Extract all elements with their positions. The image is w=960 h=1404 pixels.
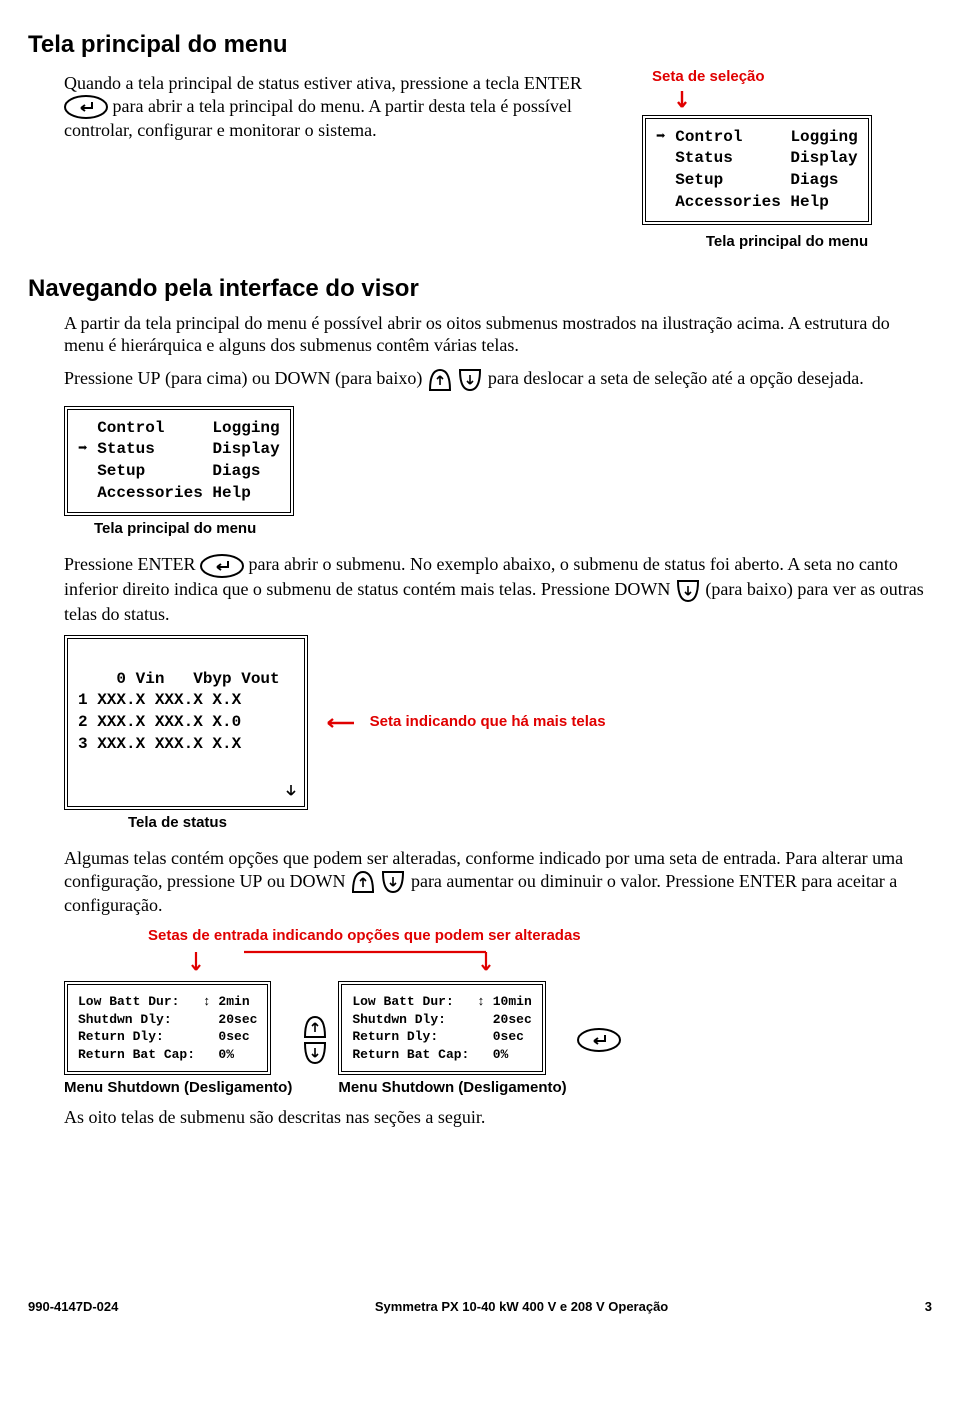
red-arrow-down-icon bbox=[672, 89, 692, 115]
t: ENTER bbox=[138, 554, 196, 574]
selection-arrow-annotation: Seta de seleção bbox=[652, 68, 932, 87]
section-heading-navigating: Navegando pela interface do visor bbox=[28, 274, 932, 304]
final-paragraph: As oito telas de submenu são descritas n… bbox=[64, 1106, 932, 1129]
enter-key-icon bbox=[200, 554, 244, 578]
more-screens-arrow-icon bbox=[284, 784, 298, 798]
main-menu-caption-2: Tela principal do menu bbox=[94, 520, 932, 539]
edit-arrows-annotation: Setas de entrada indicando opções que po… bbox=[148, 927, 932, 946]
t: DOWN bbox=[289, 871, 345, 891]
down-key-icon bbox=[675, 579, 701, 603]
lcd-status-screen: 0 Vin Vbyp Vout 1 XXX.X XXX.X X.X 2 XXX.… bbox=[64, 635, 308, 810]
t: DOWN bbox=[274, 368, 330, 388]
nav-p1: A partir da tela principal do menu é pos… bbox=[64, 312, 932, 357]
enter-key-icon bbox=[64, 95, 108, 119]
t: (para cima) ou bbox=[161, 368, 275, 388]
t: para aumentar ou diminuir o valor. Press… bbox=[411, 871, 739, 891]
t: ou bbox=[262, 871, 289, 891]
lcd-main-menu-status: Control Logging ➡ Status Display Setup D… bbox=[64, 406, 294, 516]
t: DOWN bbox=[614, 579, 670, 599]
t: (para baixo) bbox=[330, 368, 426, 388]
red-arrow-left-icon bbox=[322, 715, 356, 731]
intro-text-b: para abrir a tela principal do menu. A p… bbox=[64, 96, 572, 141]
intro-text-a: Quando a tela principal de status estive… bbox=[64, 73, 524, 93]
shutdown-caption-1: Menu Shutdown (Desligamento) bbox=[64, 1079, 292, 1098]
t: Pressione bbox=[64, 368, 138, 388]
down-key-icon bbox=[302, 1041, 328, 1065]
lcd-shutdown-2: Low Batt Dur: ↕ 10min Shutdwn Dly: 20sec… bbox=[338, 981, 545, 1075]
enter-paragraph: Pressione ENTER para abrir o submenu. No… bbox=[64, 553, 932, 625]
nav-p2: Pressione UP (para cima) ou DOWN (para b… bbox=[64, 367, 932, 392]
footer-page-number: 3 bbox=[925, 1299, 932, 1315]
page-title: Tela principal do menu bbox=[28, 30, 932, 60]
main-menu-caption: Tela principal do menu bbox=[642, 233, 932, 252]
t: UP bbox=[138, 368, 161, 388]
lcd-shutdown-1: Low Batt Dur: ↕ 2min Shutdwn Dly: 20sec … bbox=[64, 981, 271, 1075]
t: Pressione bbox=[64, 554, 138, 574]
t: ENTER bbox=[739, 871, 797, 891]
lcd-main-menu: ➡ Control Logging Status Display Setup D… bbox=[642, 115, 872, 225]
down-key-icon bbox=[380, 870, 406, 894]
status-screen-caption: Tela de status bbox=[128, 814, 932, 833]
up-key-icon bbox=[302, 1015, 328, 1039]
red-arrows-to-lcds-icon bbox=[64, 950, 604, 976]
enter-key-icon bbox=[577, 1028, 621, 1052]
intro-paragraph: Quando a tela principal de status estive… bbox=[64, 72, 612, 142]
more-screens-annotation: Seta indicando que há mais telas bbox=[370, 713, 606, 732]
options-paragraph: Algumas telas contém opções que podem se… bbox=[64, 847, 932, 917]
t: UP bbox=[239, 871, 262, 891]
shutdown-caption-2: Menu Shutdown (Desligamento) bbox=[338, 1079, 566, 1098]
footer-title: Symmetra PX 10-40 kW 400 V e 208 V Opera… bbox=[375, 1299, 668, 1315]
up-key-icon bbox=[427, 368, 453, 392]
t: para deslocar a seta de seleção até a op… bbox=[488, 368, 864, 388]
footer-doc-id: 990-4147D-024 bbox=[28, 1299, 118, 1315]
down-key-icon bbox=[457, 368, 483, 392]
up-key-icon bbox=[350, 870, 376, 894]
enter-label: ENTER bbox=[524, 73, 582, 93]
